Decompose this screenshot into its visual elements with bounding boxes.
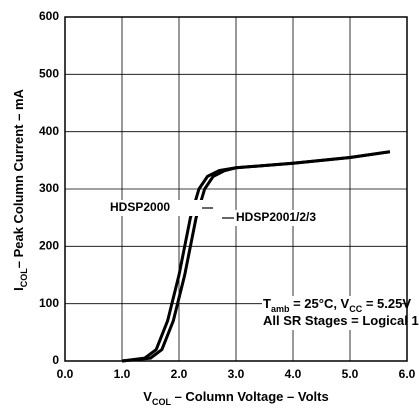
- label: ICOL– Peak Column Current – mA: [11, 88, 29, 290]
- data-line: [121, 150, 391, 363]
- label: All SR Stages = Logical 1: [263, 313, 419, 328]
- y-tick-label: 100: [39, 296, 59, 310]
- x-tick-label: 0.0: [57, 367, 74, 381]
- y-tick-label: 200: [39, 239, 59, 253]
- subscript: COL: [19, 268, 29, 288]
- plot-frame: [64, 16, 408, 362]
- subscript: amb: [271, 304, 290, 314]
- text-part: = 25°C, V: [289, 296, 349, 311]
- y-tick-label: 0: [52, 353, 59, 367]
- text-part: T: [263, 296, 271, 311]
- x-tick-label: 5.0: [342, 367, 359, 381]
- y-tick-label: 500: [39, 67, 59, 81]
- series-label: HDSP2000: [110, 200, 170, 214]
- label-bg: [262, 296, 402, 330]
- text-part: All SR Stages = Logical 1: [263, 313, 419, 328]
- subscript: CC: [349, 304, 362, 314]
- text-part: – Column Voltage – Volts: [171, 389, 329, 404]
- x-tick-label: 4.0: [285, 367, 302, 381]
- label: VCOL – Column Voltage – Volts: [143, 389, 328, 407]
- x-tick-label: 6.0: [399, 367, 416, 381]
- x-tick-label: 1.0: [114, 367, 131, 381]
- series-label: HDSP2001/2/3: [236, 210, 316, 224]
- x-tick-label: 2.0: [171, 367, 188, 381]
- text-part: = 5.25V: [362, 296, 411, 311]
- text-part: – Peak Column Current – mA: [11, 88, 26, 268]
- y-tick-label: 400: [39, 124, 59, 138]
- label-bg: [108, 200, 204, 216]
- subscript: COL: [152, 397, 172, 407]
- text-part: I: [11, 287, 26, 291]
- y-tick-label: 600: [39, 9, 59, 23]
- y-tick-label: 300: [39, 181, 59, 195]
- x-tick-label: 3.0: [228, 367, 245, 381]
- label: Tamb = 25°C, VCC = 5.25V: [263, 296, 411, 314]
- label-bg: [234, 210, 336, 226]
- text-part: V: [143, 389, 152, 404]
